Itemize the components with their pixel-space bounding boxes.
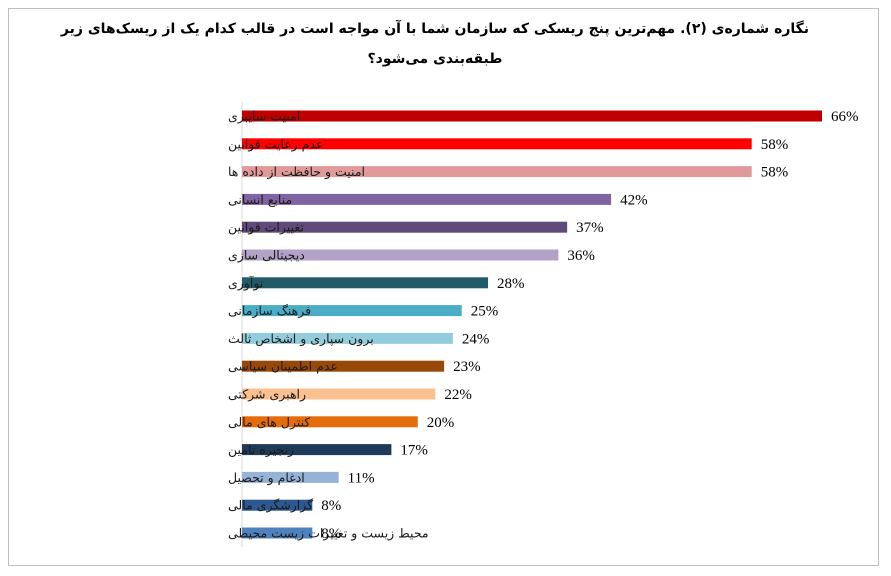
bar-8 bbox=[242, 305, 462, 317]
category-label: محیط زیست و تغییرات زیست محیطی bbox=[228, 526, 429, 542]
value-label: 17% bbox=[400, 443, 428, 459]
category-label: عدم رعایت قوانین bbox=[228, 136, 323, 152]
value-label: 8% bbox=[321, 498, 341, 514]
bar-5 bbox=[242, 221, 568, 233]
value-label: 28% bbox=[497, 276, 525, 292]
bar-9 bbox=[242, 332, 453, 344]
category-label: کنترل های مالی bbox=[228, 414, 310, 430]
category-label: تغییرات قوانین bbox=[228, 220, 304, 236]
value-label: 58% bbox=[761, 137, 789, 153]
value-labels-group: 66% 58% 58% 42% 37% 36% 28% 25% 24% 23% 22% 20% 17% 1… bbox=[321, 109, 858, 542]
value-label: 58% bbox=[761, 165, 789, 181]
bar-4 bbox=[242, 193, 612, 205]
value-label: 23% bbox=[453, 359, 481, 375]
value-label: 8% bbox=[321, 526, 341, 542]
bar-6 bbox=[242, 249, 559, 261]
value-label: 36% bbox=[567, 248, 595, 264]
category-label: گزارشگری مالی bbox=[228, 498, 313, 514]
bar-7 bbox=[242, 277, 489, 289]
category-label: دیجیتالی سازی bbox=[228, 248, 305, 264]
bar-16 bbox=[242, 527, 313, 539]
category-label: امنیت سایبری bbox=[228, 109, 300, 125]
value-label: 22% bbox=[444, 387, 472, 403]
value-label: 37% bbox=[576, 220, 604, 236]
category-label: ادغام و تحصیل bbox=[228, 470, 305, 486]
category-label: امنیت و حافظت از داده ها bbox=[228, 164, 365, 180]
bar-2 bbox=[242, 138, 752, 150]
value-label: 11% bbox=[348, 470, 375, 486]
category-label: برون سپاری و اشخاص ثالث bbox=[228, 331, 374, 347]
bar-12 bbox=[242, 416, 418, 428]
category-labels-group: امنیت سایبری عدم رعایت قوانین امنیت و حافظ… bbox=[228, 109, 429, 542]
bar-3 bbox=[242, 166, 752, 178]
value-label: 24% bbox=[462, 331, 490, 347]
bar-1 bbox=[242, 110, 822, 122]
chart-title: نگاره شماره‌ی (۲). مهم‌ترین پنج ریسکی که… bbox=[60, 21, 810, 67]
bar-11 bbox=[242, 388, 436, 400]
bar-13 bbox=[242, 444, 392, 456]
category-label: نوآوری bbox=[228, 275, 263, 291]
category-label: راهبری شرکتی bbox=[228, 387, 306, 403]
bar-10 bbox=[242, 360, 445, 372]
value-label: 42% bbox=[620, 192, 648, 208]
category-label: زنجیره تامین bbox=[228, 442, 294, 458]
value-label: 25% bbox=[471, 304, 499, 320]
category-label: عدم اطمینان سیاسی bbox=[228, 359, 338, 374]
bar-15 bbox=[242, 499, 313, 511]
bar-14 bbox=[242, 471, 339, 483]
category-label: منابع انسانی bbox=[228, 192, 292, 207]
value-label: 66% bbox=[831, 109, 859, 125]
value-label: 20% bbox=[427, 415, 455, 431]
category-label: فرهنگ سازمانی bbox=[228, 303, 311, 319]
bars-group bbox=[242, 110, 822, 539]
